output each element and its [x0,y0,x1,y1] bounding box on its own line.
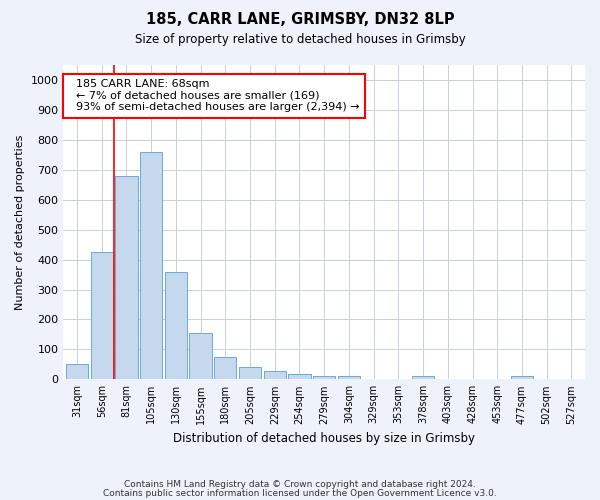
Bar [190,333,212,380]
Bar [289,374,311,380]
Bar [313,376,335,380]
Bar [165,272,187,380]
Text: 185, CARR LANE, GRIMSBY, DN32 8LP: 185, CARR LANE, GRIMSBY, DN32 8LP [146,12,454,28]
Bar [214,357,236,380]
Bar [338,376,360,380]
Bar [239,368,261,380]
Bar [66,364,88,380]
Bar [511,376,533,380]
Text: 185 CARR LANE: 68sqm
  ← 7% of detached houses are smaller (169)
  93% of semi-d: 185 CARR LANE: 68sqm ← 7% of detached ho… [68,79,359,112]
X-axis label: Distribution of detached houses by size in Grimsby: Distribution of detached houses by size … [173,432,475,445]
Bar [140,152,162,380]
Bar [115,176,137,380]
Text: Contains public sector information licensed under the Open Government Licence v3: Contains public sector information licen… [103,488,497,498]
Y-axis label: Number of detached properties: Number of detached properties [15,134,25,310]
Bar [91,252,113,380]
Bar [263,371,286,380]
Text: Contains HM Land Registry data © Crown copyright and database right 2024.: Contains HM Land Registry data © Crown c… [124,480,476,489]
Bar [412,376,434,380]
Text: Size of property relative to detached houses in Grimsby: Size of property relative to detached ho… [134,32,466,46]
